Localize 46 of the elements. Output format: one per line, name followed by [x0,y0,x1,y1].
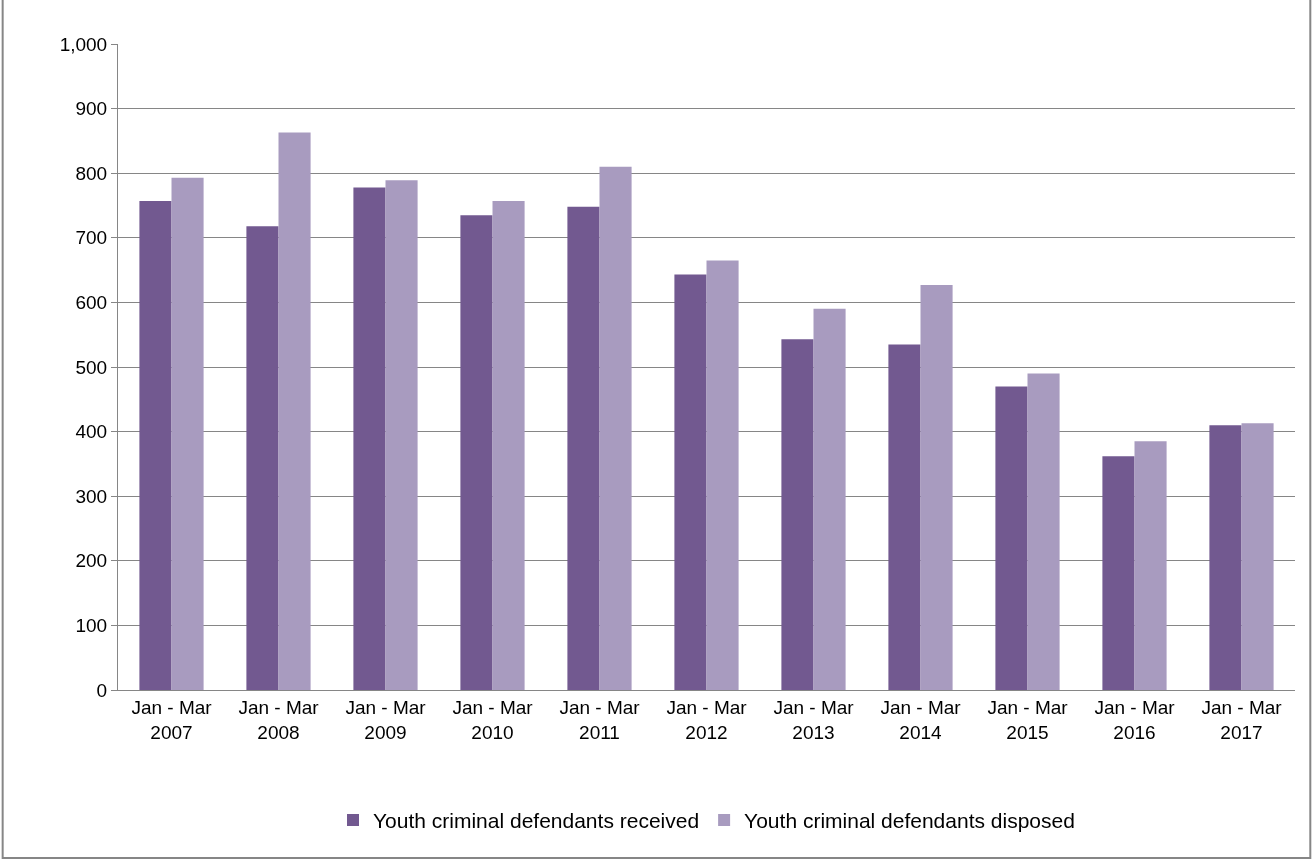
y-tick-label: 100 [75,615,108,637]
legend-label: Youth criminal defendants received [373,809,700,833]
y-tick-label: 600 [75,292,108,314]
y-tick-label: 400 [75,421,108,443]
x-tick-label: Jan - Mar 2009 [345,696,427,743]
x-tick-label: Jan - Mar 2016 [1094,696,1176,743]
bar [781,339,814,690]
bar [353,187,386,690]
bar [246,226,279,690]
bar [139,200,172,690]
bar [674,274,707,690]
bar [171,177,204,690]
x-tick-label: Jan - Mar 2015 [987,696,1069,743]
y-tick-label: 1,000 [59,33,108,55]
x-tick-label: Jan - Mar 2008 [238,696,320,743]
x-tick-label: Jan - Mar 2013 [773,696,855,743]
x-tick-label: Jan - Mar 2010 [452,696,534,743]
y-tick-label: 800 [75,162,108,184]
x-tick-label: Jan - Mar 2011 [559,696,641,743]
bar [1209,425,1242,690]
bar [1027,373,1060,690]
y-tick-label: 300 [75,485,108,507]
bar [995,386,1028,690]
bar [278,132,311,690]
bar [1102,456,1135,690]
x-tick-label: Jan - Mar 2017 [1201,696,1283,743]
y-tick-label: 0 [96,679,108,701]
y-tick-label: 200 [75,550,108,572]
bar [460,215,493,690]
legend-label: Youth criminal defendants disposed [744,809,1075,833]
bar [920,284,953,690]
y-tick-label: 700 [75,227,108,249]
bar [813,308,846,690]
bar [385,180,418,690]
x-tick-label: Jan - Mar 2012 [666,696,748,743]
bar [1241,423,1274,690]
bar [1134,441,1167,690]
bar [888,344,921,690]
bar [567,206,600,690]
y-tick-label: 900 [75,98,108,120]
bar [492,200,525,690]
y-tick-label: 500 [75,356,108,378]
bar [599,166,632,690]
bar [706,260,739,690]
x-tick-label: Jan - Mar 2007 [131,696,213,743]
x-tick-label: Jan - Mar 2014 [880,696,962,743]
